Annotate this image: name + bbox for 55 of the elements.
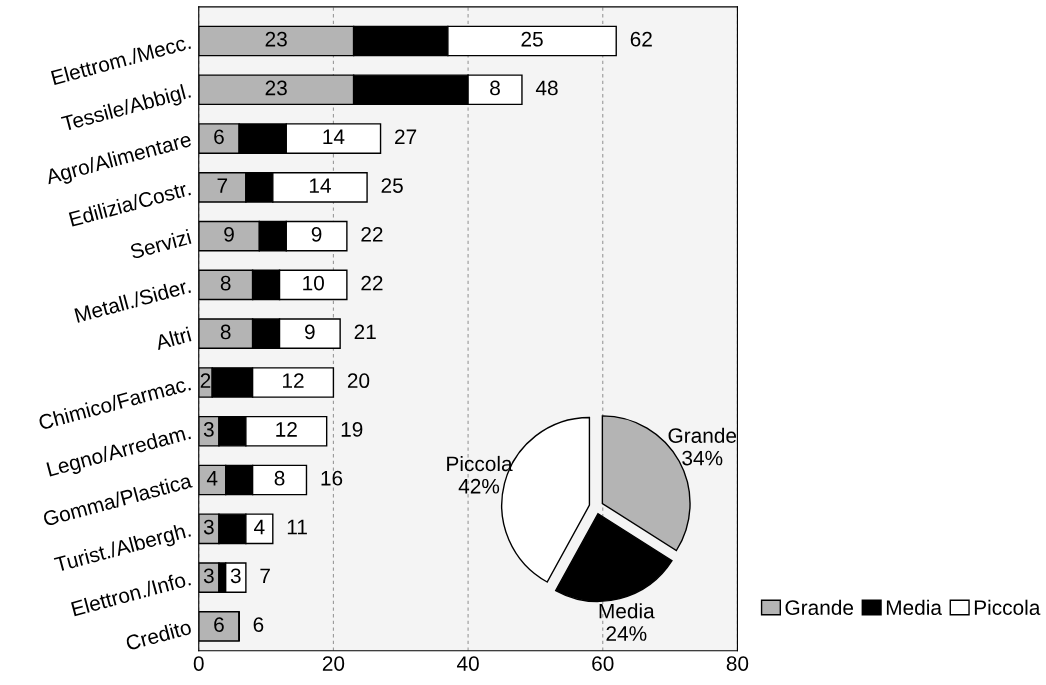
data-label: 8 [220, 275, 231, 291]
total-label: 22 [361, 226, 383, 242]
total-label: 7 [260, 568, 270, 583]
y-tick-label: Altri [154, 326, 192, 351]
data-label: 3 [203, 568, 214, 584]
data-label: 4 [254, 519, 265, 535]
data-label: 34% [682, 450, 723, 466]
total-label: 27 [395, 129, 417, 144]
total-label: 11 [287, 519, 307, 535]
data-label: 9 [224, 226, 234, 242]
x-tick-label: 40 [456, 656, 479, 671]
total-label: 6 [253, 617, 264, 632]
total-label: 22 [361, 275, 383, 291]
legend-label: Media [886, 599, 942, 615]
x-tick-label: 20 [322, 656, 345, 671]
x-tick-label: 80 [726, 656, 749, 671]
data-label: 8 [220, 324, 231, 340]
data-label: 10 [303, 275, 324, 291]
total-label: 16 [321, 470, 343, 486]
legend-label: Grande [785, 599, 854, 615]
data-label: 9 [305, 324, 315, 340]
data-label: 23 [265, 31, 287, 47]
total-label: 20 [347, 373, 370, 389]
slice-label: Grande [668, 427, 737, 443]
slice-label: Media [599, 603, 655, 619]
data-label: 24% [606, 626, 647, 641]
data-label: 6 [214, 617, 224, 632]
data-label: 14 [309, 178, 331, 193]
slice-label: Piccola [447, 455, 513, 472]
total-label: 25 [381, 178, 403, 193]
total-label: 62 [630, 31, 652, 47]
data-label: 25 [521, 31, 543, 47]
data-label: 23 [265, 80, 287, 96]
total-label: 21 [354, 324, 376, 340]
data-label: 42% [458, 478, 500, 494]
data-label: 14 [323, 129, 345, 144]
y-tick-label: Credito [125, 619, 192, 651]
x-tick-label: 60 [592, 656, 614, 671]
data-label: 6 [214, 129, 224, 145]
x-tick-label: 0 [193, 656, 204, 671]
data-label: 2 [200, 373, 211, 388]
total-label: 48 [535, 80, 558, 96]
data-label: 3 [230, 568, 241, 584]
data-label: 7 [217, 178, 228, 193]
data-label: 9 [311, 226, 322, 242]
data-label: 12 [276, 422, 297, 437]
data-label: 3 [203, 422, 214, 437]
legend-label: Piccola [974, 599, 1041, 615]
data-label: 4 [206, 471, 218, 486]
data-label: 8 [490, 80, 500, 96]
data-label: 12 [283, 373, 304, 388]
y-tick-label: Servizi [129, 228, 192, 260]
data-label: 8 [274, 470, 285, 486]
total-label: 19 [341, 422, 363, 437]
data-label: 3 [203, 519, 214, 535]
